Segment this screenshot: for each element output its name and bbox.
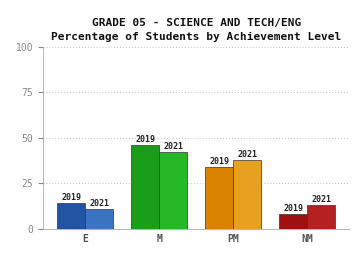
Bar: [205, 167, 233, 229]
Text: 2019: 2019: [61, 193, 81, 202]
Title: GRADE 05 - SCIENCE AND TECH/ENG
Percentage of Students by Achievement Level: GRADE 05 - SCIENCE AND TECH/ENG Percenta…: [51, 18, 341, 42]
Text: 2021: 2021: [163, 142, 183, 151]
Bar: [279, 214, 307, 229]
Text: 2019: 2019: [135, 135, 155, 144]
Bar: [57, 203, 85, 229]
Bar: [233, 160, 261, 229]
Bar: [131, 145, 159, 229]
Text: 2021: 2021: [237, 150, 257, 159]
Bar: [159, 152, 187, 229]
Text: 2021: 2021: [311, 195, 331, 204]
Text: 2019: 2019: [209, 157, 229, 166]
Text: 2019: 2019: [283, 204, 303, 213]
Text: 2021: 2021: [89, 199, 109, 208]
Bar: [85, 209, 113, 229]
Bar: [307, 205, 335, 229]
